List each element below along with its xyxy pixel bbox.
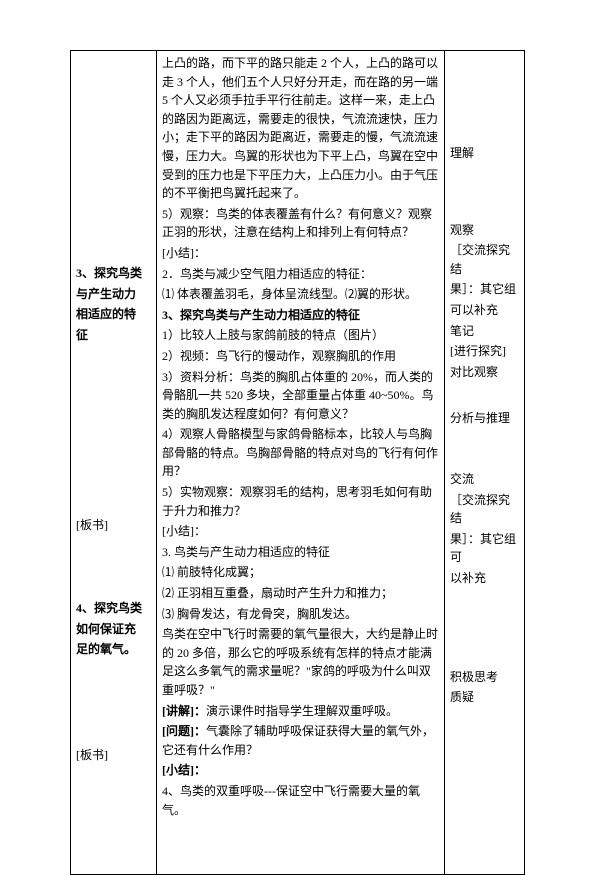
note-communicate: 交流 — [450, 470, 519, 489]
note-discuss-b: 果］：其它组 — [450, 280, 519, 299]
section4-title-2: 如何保证充 — [76, 620, 151, 639]
para-7: 3）资料分析：鸟类的胸肌占体重的 20%，而人类的骨骼肌一共 520 多块，全部… — [162, 368, 439, 424]
note-question: 质疑 — [450, 688, 519, 707]
para-8: 4）观察人骨骼模型与家鸽骨骼标本，比较人与鸟胸部骨骼的特点。鸟胸部骨骼的特点对鸟… — [162, 425, 439, 481]
center-column: 上凸的路，而下平的路只能走 2 个人，上凸的路可以走 3 个人，他们五个人只好分… — [157, 51, 445, 875]
para-12: ⑵ 正羽相互重叠，扇动时产生升力和推力； — [162, 584, 439, 603]
para-6: 2）视频：鸟飞行的慢动作，观察胸肌的作用 — [162, 347, 439, 366]
note-discuss-a: ［交流探究结 — [450, 241, 519, 278]
note-discuss2-a: ［交流探究结 — [450, 491, 519, 528]
para-13: ⑶ 胸骨发达，有龙骨突，胸肌发达。 — [162, 605, 439, 624]
note-observe: 观察 — [450, 221, 519, 240]
section4-title-3: 足的氧气。 — [76, 640, 151, 659]
board-label-1: [板书] — [76, 516, 151, 535]
summary-3: [小结]： — [162, 761, 439, 780]
section3-title-2: 与产生动力 — [76, 285, 151, 304]
para-10: 3. 鸟类与产生动力相适应的特征 — [162, 543, 439, 562]
right-column: 理解 观察 ［交流探究结 果］：其它组 可以补充 笔记 [进行探究] 对比观察 … — [445, 51, 525, 875]
page: 3、探究鸟类 与产生动力 相适应的特 征 [板书] 4、探究鸟类 如何保证充 足… — [0, 0, 595, 842]
note-think: 积极思考 — [450, 668, 519, 687]
para-14: 鸟类在空中飞行时需要的氧气量很大，大约是静止时的 20 多倍，那么它的呼吸系统有… — [162, 625, 439, 699]
para-9: 5）实物观察：观察羽毛的结构，思考羽毛如何有助于升力和推力？ — [162, 483, 439, 520]
note-inquiry: [进行探究] — [450, 342, 519, 361]
section3-title-4: 征 — [76, 326, 151, 345]
jiangjie-label: [讲解]： — [162, 704, 206, 718]
para-2: 5）观察：鸟类的体表覆盖有什么？有何意义？观察正羽的形状，注意在结构上和排列上有… — [162, 205, 439, 242]
lesson-table: 3、探究鸟类 与产生动力 相适应的特 征 [板书] 4、探究鸟类 如何保证充 足… — [70, 50, 525, 875]
note-analyze: 分析与推理 — [450, 409, 519, 428]
section3-heading: 3、探究鸟类与产生动力相适应的特征 — [162, 306, 439, 325]
summary-1: [小结]： — [162, 244, 439, 263]
note-discuss2-b: 果］：其它组可 — [450, 530, 519, 567]
note-compare: 对比观察 — [450, 363, 519, 382]
para-4: ⑴ 体表覆盖羽毛，身体呈流线型。⑵翼的形状。 — [162, 285, 439, 304]
summary-2: [小结]： — [162, 522, 439, 541]
para-3: 2．鸟类与减少空气阻力相适应的特征： — [162, 265, 439, 284]
note-discuss-c: 可以补充 — [450, 301, 519, 320]
para-11: ⑴ 前肢特化成翼； — [162, 563, 439, 582]
section4-title-1: 4、探究鸟类 — [76, 599, 151, 618]
wenti-label: [问题]： — [162, 724, 206, 738]
para-1: 上凸的路，而下平的路只能走 2 个人，上凸的路可以走 3 个人，他们五个人只好分… — [162, 54, 439, 203]
wenti-line: [问题]：气囊除了辅助呼吸保证获得大量的氧气外，它还有什么作用？ — [162, 722, 439, 759]
section3-title-3: 相适应的特 — [76, 305, 151, 324]
para-15: 4、鸟类的双重呼吸---保证空中飞行需要大量的氧气。 — [162, 782, 439, 819]
note-notes: 笔记 — [450, 322, 519, 341]
table-row: 3、探究鸟类 与产生动力 相适应的特 征 [板书] 4、探究鸟类 如何保证充 足… — [71, 51, 525, 875]
jiangjie-text: 演示课件时指导学生理解双重呼吸。 — [206, 704, 398, 718]
note-discuss2-c: 以补充 — [450, 569, 519, 588]
note-understand: 理解 — [450, 144, 519, 163]
jiangjie-line: [讲解]：演示课件时指导学生理解双重呼吸。 — [162, 702, 439, 721]
left-column: 3、探究鸟类 与产生动力 相适应的特 征 [板书] 4、探究鸟类 如何保证充 足… — [71, 51, 157, 875]
para-5: 1）比较人上肢与家鸽前肢的特点（图片） — [162, 326, 439, 345]
section3-title-1: 3、探究鸟类 — [76, 264, 151, 283]
board-label-2: [板书] — [76, 746, 151, 765]
